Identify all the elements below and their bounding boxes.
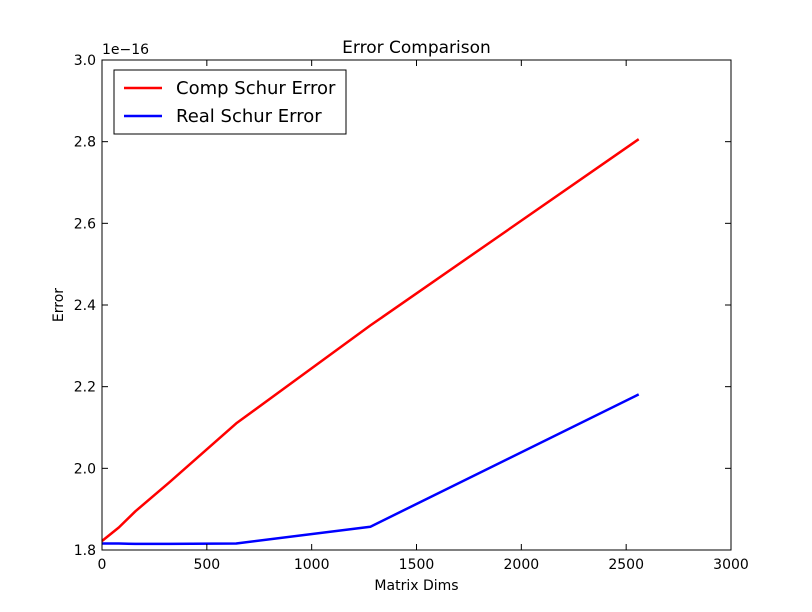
series-line-2: [102, 393, 640, 546]
y-tick-label: 2.6: [74, 216, 96, 232]
legend-label-2: Real Schur Error: [176, 106, 322, 127]
y-tick-label: 2.0: [74, 461, 96, 477]
plot-frame: [101, 59, 732, 551]
y-axis-offset-label: 1e−16: [102, 42, 149, 58]
y-tick-label: 2.2: [74, 380, 96, 396]
x-tick-label: 2000: [504, 557, 540, 573]
x-tick-label: 3000: [713, 557, 749, 573]
x-tick-label: 2500: [608, 557, 644, 573]
ticks-layer: 0 500 1000 1500 2000 2500 3000 1.8 2.0 2.2 2.4 2.6 2…: [74, 53, 749, 573]
y-tick-label: 2.8: [74, 135, 96, 151]
y-tick-label: 2.4: [74, 298, 96, 314]
x-tick-label: 1000: [294, 557, 330, 573]
y-axis-label: Error: [51, 288, 67, 322]
legend: Comp Schur Error Real Schur Error: [113, 69, 347, 135]
legend-label-1: Comp Schur Error: [176, 78, 336, 99]
legend-box: [113, 69, 347, 135]
x-tick-label: 0: [98, 557, 107, 573]
y-tick-label: 3.0: [74, 53, 96, 69]
x-axis-label: Matrix Dims: [374, 578, 458, 594]
x-tick-label: 1500: [399, 557, 435, 573]
y-tick-label: 1.8: [74, 543, 96, 559]
series-line-1: [101, 138, 640, 542]
x-tick-label: 500: [193, 557, 220, 573]
series-layer: [101, 138, 640, 546]
chart-title: Error Comparison: [342, 38, 491, 58]
